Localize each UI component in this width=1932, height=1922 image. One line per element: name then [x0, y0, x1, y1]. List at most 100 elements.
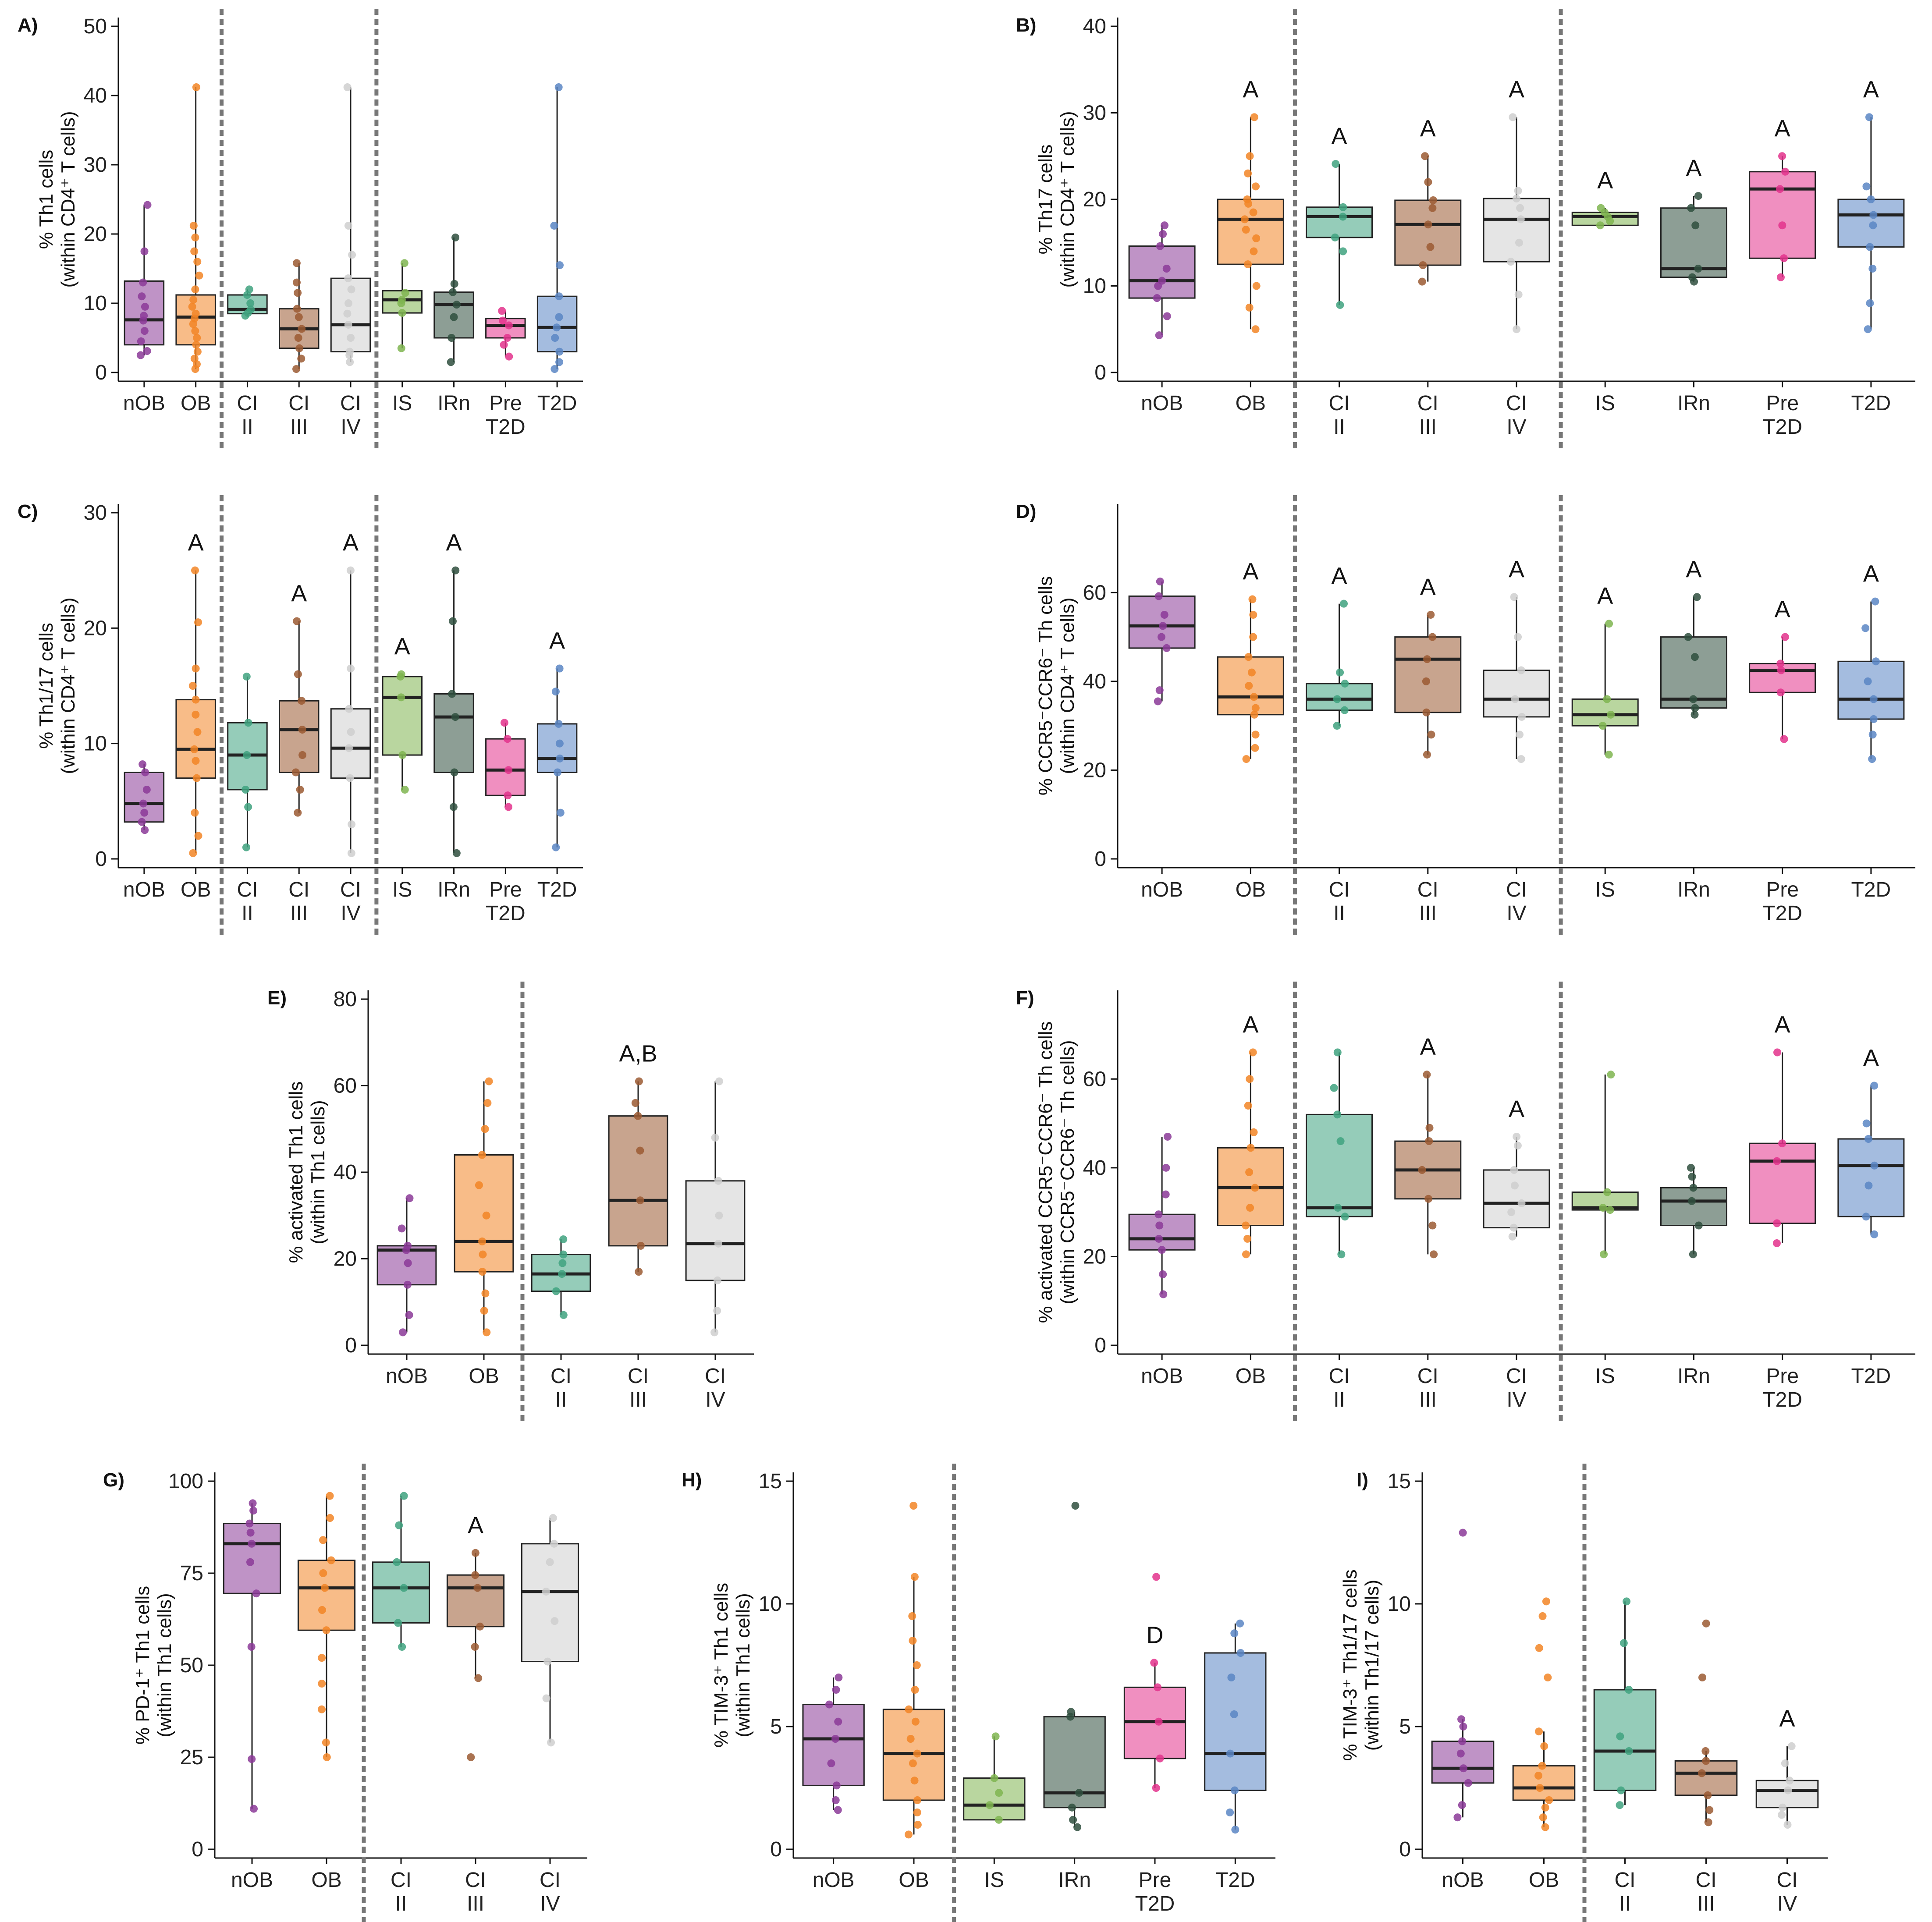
data-point [1421, 152, 1429, 160]
data-point [1423, 1071, 1431, 1079]
data-point [483, 1328, 491, 1337]
box-group-ob: A OB [1217, 76, 1284, 415]
box-group-irn: A IRn [1660, 155, 1727, 415]
data-point [1333, 695, 1341, 703]
data-point [554, 768, 562, 777]
data-point [195, 271, 203, 280]
x-tick-label: Pre [1139, 1869, 1172, 1892]
box-iqr [1204, 1652, 1267, 1791]
y-tick-label: 20 [84, 223, 107, 246]
significance-label: A [1420, 574, 1436, 600]
data-point [292, 365, 301, 373]
box-group-nob: nOB [802, 1674, 865, 1892]
y-tick-label: 0 [95, 361, 107, 384]
data-point [1336, 668, 1344, 677]
data-point [498, 307, 506, 315]
data-point [394, 1619, 402, 1627]
data-point [143, 201, 152, 209]
x-tick-label: IV [1506, 415, 1526, 439]
panel-label: H) [682, 1469, 702, 1491]
data-point [474, 1674, 483, 1682]
data-point [498, 316, 507, 325]
data-point [1067, 1708, 1075, 1716]
data-point [1867, 195, 1875, 203]
data-point [403, 1280, 412, 1289]
data-point [1623, 1597, 1631, 1606]
data-point [555, 313, 563, 321]
panel-h: H) 0 5 10 15 % TIM-3⁺ Th1 cells(within Th1 ce… [682, 1464, 1275, 1922]
data-point [1517, 666, 1525, 674]
x-tick-label: nOB [386, 1365, 428, 1388]
data-point [1336, 301, 1344, 309]
data-point [247, 305, 255, 314]
x-tick-label: Pre [489, 392, 522, 415]
data-point [395, 1521, 403, 1529]
box-group-nob: nOB [123, 201, 165, 415]
y-axis-title: % TIM-3⁺ Th1 cells(within Th1 cells) [710, 1583, 754, 1748]
data-point [1536, 1784, 1544, 1792]
data-point [291, 768, 300, 777]
data-point [1605, 620, 1613, 628]
x-tick-label: III [290, 415, 308, 439]
data-point [1781, 633, 1789, 641]
data-point [1512, 195, 1520, 203]
box-iqr [1483, 1169, 1550, 1229]
data-point [1687, 204, 1695, 212]
data-point [1242, 226, 1250, 234]
data-point [913, 1809, 921, 1816]
data-point [1333, 722, 1341, 730]
data-point [471, 1549, 479, 1557]
data-point [546, 1558, 554, 1566]
data-point [345, 705, 353, 713]
data-point [298, 697, 306, 705]
x-tick-label: III [290, 902, 308, 925]
data-point [1161, 1190, 1170, 1199]
data-point [1251, 731, 1260, 739]
data-point [1605, 750, 1613, 759]
y-axis-title-line-1: % Th1/17 cells [36, 623, 57, 749]
data-point [1864, 325, 1872, 333]
data-point [1428, 204, 1437, 212]
y-axis-title: % PD-1⁺ Th1 cells(within Th1 cells) [132, 1586, 175, 1745]
y-axis-title-line-1: % TIM-3⁺ Th1/17 cells [1339, 1569, 1361, 1761]
y-tick-label: 5 [770, 1715, 782, 1738]
panel-c: C) 0 10 20 30 % Th1/17 cells(within CD4⁺ T ce… [18, 495, 583, 938]
box-iqr [1749, 1142, 1816, 1224]
data-point [1776, 688, 1785, 697]
x-tick-label: IS [392, 878, 412, 901]
data-point [1511, 695, 1519, 703]
data-point [913, 1796, 922, 1804]
data-point [503, 735, 511, 743]
data-point [1458, 1737, 1467, 1745]
data-point [140, 247, 149, 255]
data-point [1457, 1715, 1466, 1723]
y-tick-label: 40 [1083, 670, 1106, 693]
data-point [555, 739, 564, 748]
data-point [190, 247, 199, 255]
data-point [1773, 1219, 1781, 1227]
data-point [1155, 331, 1163, 340]
data-point [1068, 1803, 1076, 1812]
data-point [1870, 1230, 1879, 1238]
data-point [1702, 1619, 1710, 1628]
data-point [1870, 1082, 1879, 1090]
data-point [910, 1777, 919, 1785]
box-iqr [485, 738, 526, 796]
data-point [1419, 261, 1427, 270]
box-group-is: IS [963, 1732, 1026, 1892]
data-point [447, 334, 456, 342]
data-point [467, 1753, 475, 1761]
data-point [1248, 595, 1257, 603]
x-tick-label: nOB [1141, 878, 1183, 901]
x-tick-label: CI [1329, 878, 1350, 901]
data-point [399, 1328, 407, 1337]
data-point [189, 296, 198, 304]
data-point [1249, 208, 1257, 216]
data-point [905, 1830, 913, 1839]
